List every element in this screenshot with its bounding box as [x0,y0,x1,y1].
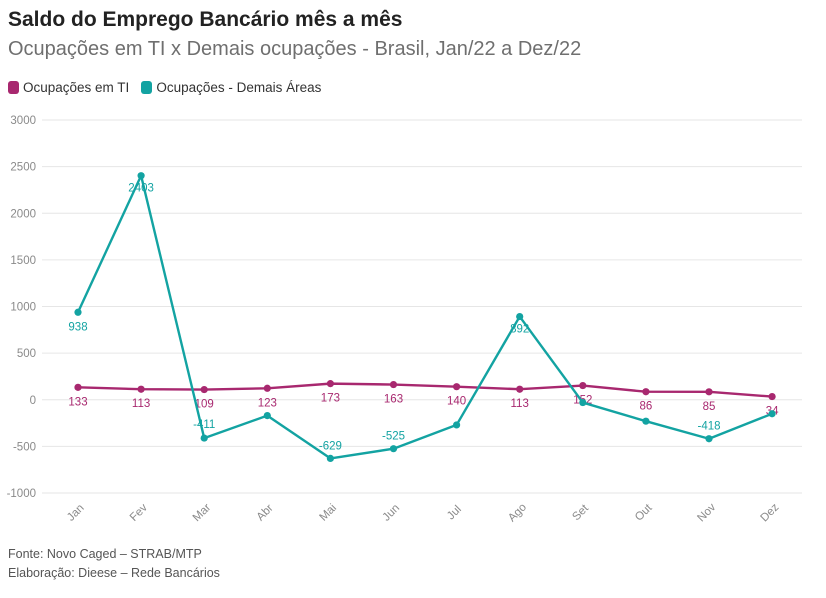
legend-item-demais[interactable]: Ocupações - Demais Áreas [141,80,321,95]
legend-label-demais: Ocupações - Demais Áreas [156,80,322,95]
data-point [200,385,208,394]
data-label: -525 [382,431,405,443]
y-tick-label: 2500 [10,162,36,174]
data-label: 113 [132,398,150,410]
y-tick-label: -1000 [7,488,36,500]
data-label: 938 [68,321,87,333]
data-point [263,412,271,420]
data-label: 109 [195,399,214,411]
y-tick-label: 1000 [10,302,36,314]
x-tick-label: Nov [695,501,718,524]
data-label: 2403 [128,183,154,195]
legend-label-ti: Ocupações em TI [23,80,130,95]
x-tick-label: Out [633,502,655,524]
data-point [705,435,713,443]
data-point [389,380,398,389]
data-label: 163 [384,394,403,406]
data-point [326,380,334,388]
data-label: -418 [697,421,720,433]
data-point [137,385,145,393]
legend-item-ti[interactable]: Ocupações em TI [8,80,129,95]
legend: Ocupações em TI Ocupações - Demais Áreas [8,80,321,95]
data-point [326,454,334,463]
data-point [768,392,776,401]
chart-subtitle: Ocupações em TI x Demais ocupações - Bra… [8,38,582,60]
data-label: 86 [640,401,653,413]
y-tick-label: 3000 [10,115,36,127]
y-tick-label: 500 [17,348,36,360]
data-point [263,384,271,392]
data-label: -411 [193,419,215,431]
legend-swatch-ti [8,81,19,94]
data-point [74,308,82,316]
data-label: -629 [319,440,342,452]
data-point [200,434,208,442]
data-point [642,417,650,425]
data-point [705,388,713,396]
data-point [642,388,650,396]
data-label: 113 [511,398,529,410]
x-tick-label: Ago [506,501,529,524]
y-tick-label: -500 [13,441,36,453]
x-tick-label: Fev [128,502,150,524]
data-point [453,383,461,391]
x-tick-label: Dez [759,501,782,524]
data-point [579,398,587,407]
series-line [76,174,773,460]
data-label: 173 [321,393,340,405]
data-label: 133 [68,396,87,408]
y-tick-label: 2000 [10,208,36,220]
data-label: 123 [258,397,277,409]
y-tick-label: 1500 [10,255,36,267]
source-note: Fonte: Novo Caged – STRAB/MTP [8,547,202,561]
data-point [516,385,524,393]
data-label: 85 [703,401,716,413]
x-tick-label: Abr [255,502,276,523]
data-point [137,172,145,180]
x-tick-label: Jun [381,502,403,524]
data-point [579,381,587,390]
data-point [453,421,461,429]
y-tick-label: 0 [30,395,36,407]
chart-title: Saldo do Emprego Bancário mês a mês [8,8,403,31]
x-tick-label: Set [570,502,591,523]
x-tick-label: Jan [65,502,87,524]
x-tick-label: Jul [445,503,464,522]
x-tick-label: Mar [191,502,214,525]
data-label: 140 [447,396,466,408]
data-point [389,445,398,453]
x-tick-label: Mai [317,502,339,524]
data-point [74,383,82,391]
data-point [768,410,776,418]
series-line [77,382,773,398]
data-point [516,312,524,321]
credit-note: Elaboração: Dieese – Rede Bancários [8,566,220,580]
legend-swatch-demais [141,81,153,94]
data-label: 892 [510,324,529,336]
